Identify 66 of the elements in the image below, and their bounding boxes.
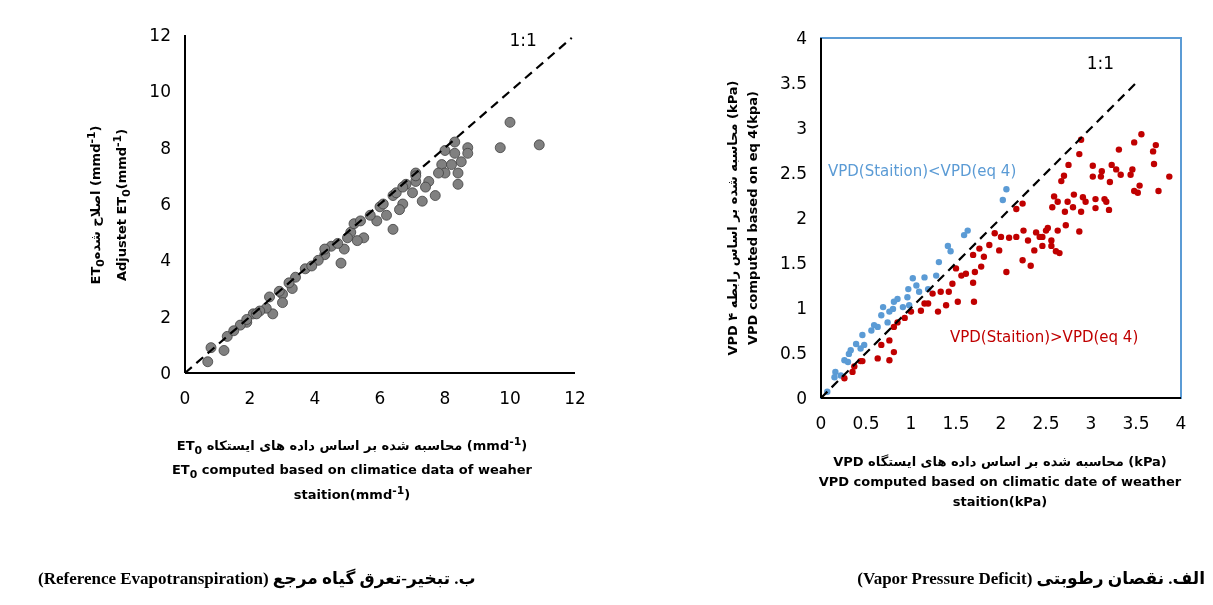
y-tick-label: 4 <box>160 250 171 271</box>
series-label: VPD(Staition)<VPD(eq 4) <box>828 162 1017 180</box>
point <box>935 258 943 266</box>
x-tick-label: 2 <box>244 388 256 408</box>
x-tick-label: 2.5 <box>1032 413 1060 433</box>
y-tick-label: 6 <box>160 194 171 214</box>
point <box>944 242 952 250</box>
text: ب. تبخیر-تعرق گیاه مرجع (Reference Evapotranspiration) <box>38 568 476 589</box>
y-tick-label: 10 <box>149 81 171 102</box>
text: الف. نقصان رطوبتی (Vapor Pressure Deficit) <box>857 568 1205 589</box>
x-tick-label: 4 <box>1175 413 1187 433</box>
point <box>874 323 881 331</box>
y-tick-label: 3 <box>796 118 807 138</box>
point <box>913 282 920 289</box>
point <box>879 303 887 311</box>
point <box>831 374 838 381</box>
y-tick-label: 2.5 <box>779 163 807 183</box>
point <box>904 294 911 301</box>
x-tick-label: 12 <box>564 388 586 408</box>
y-tick-label: 2 <box>160 306 171 327</box>
point <box>889 305 897 313</box>
x-tick-label: 1.5 <box>942 413 970 433</box>
x-tick-label: 4 <box>309 388 321 408</box>
point <box>947 248 954 255</box>
point <box>878 312 885 319</box>
y-tick-label: 12 <box>149 25 171 45</box>
y-tick-label: 0 <box>160 363 171 383</box>
y-tick-label: 4 <box>796 28 807 48</box>
x-tick-label: 2 <box>995 413 1007 433</box>
point <box>859 331 866 339</box>
x-tick-label: 0.5 <box>852 413 880 433</box>
point <box>847 347 854 354</box>
y-tick-label: 3.5 <box>779 73 807 93</box>
x-tick-label: 6 <box>374 388 386 408</box>
point <box>1003 186 1010 193</box>
x-tick-label: 8 <box>439 388 451 408</box>
point <box>964 227 971 234</box>
point <box>899 303 907 311</box>
point <box>884 319 891 326</box>
x-tick-label: 1 <box>905 413 917 433</box>
x-tick-label: 0 <box>179 388 191 408</box>
point <box>960 231 968 239</box>
point <box>905 285 912 293</box>
point <box>861 341 868 349</box>
y-tick-label: 0.5 <box>779 343 807 363</box>
series-label: VPD(Staition)>VPD(eq 4) <box>950 328 1139 346</box>
y-tick-label: 1.5 <box>779 253 807 273</box>
point <box>933 272 940 279</box>
y-tick-label: 2 <box>796 208 807 228</box>
point <box>999 196 1006 204</box>
point <box>868 327 875 334</box>
y-tick-label: 8 <box>160 137 171 158</box>
series-label: 1:1 <box>509 29 537 50</box>
x-tick-label: 3.5 <box>1122 413 1150 433</box>
point <box>909 275 916 282</box>
point <box>832 368 839 376</box>
point <box>921 274 928 281</box>
x-tick-label: 0 <box>815 413 827 433</box>
point <box>915 288 923 295</box>
point <box>894 295 901 303</box>
x-tick-label: 3 <box>1085 413 1097 433</box>
point <box>844 358 852 366</box>
point <box>852 340 860 348</box>
x-tick-label: 10 <box>499 388 521 408</box>
y-tick-label: 1 <box>796 298 807 318</box>
series-label: 1:1 <box>1086 53 1114 73</box>
